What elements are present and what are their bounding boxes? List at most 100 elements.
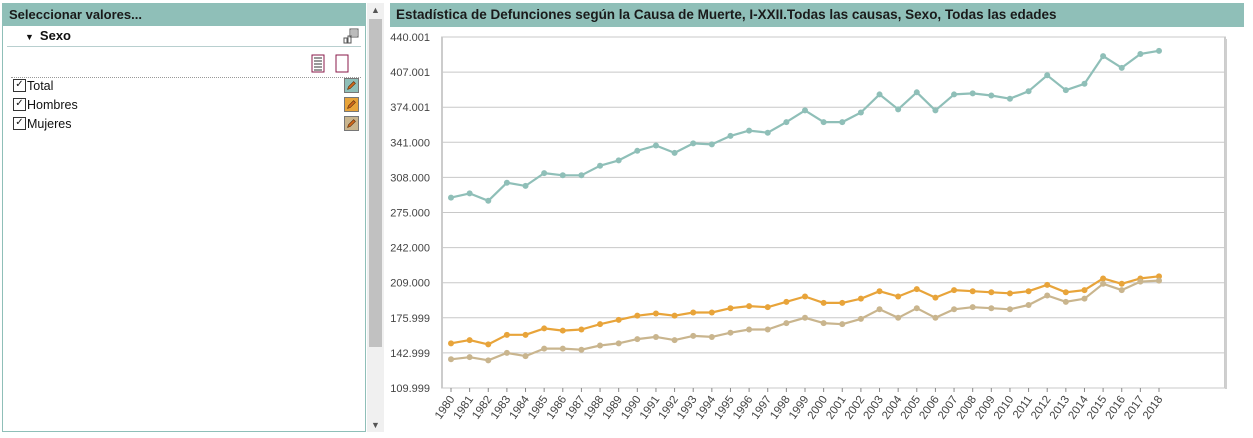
- data-point-hombres: [541, 325, 548, 332]
- data-point-hombres: [652, 310, 659, 317]
- data-point-mujeres: [895, 314, 902, 321]
- select-all-icon[interactable]: [311, 54, 325, 73]
- data-point-mujeres: [634, 336, 641, 343]
- collapse-triangle-icon[interactable]: ▼: [25, 32, 34, 42]
- data-point-hombres: [839, 299, 846, 306]
- tool-icons: [311, 53, 351, 75]
- data-point-total: [690, 140, 697, 147]
- list-item[interactable]: ✓ Mujeres: [13, 115, 359, 134]
- pencil-icon[interactable]: [344, 116, 359, 131]
- dimension-title[interactable]: ▼ Sexo: [25, 28, 71, 43]
- data-point-mujeres: [615, 340, 622, 347]
- checkbox-total[interactable]: ✓: [13, 79, 26, 92]
- data-point-total: [746, 127, 753, 134]
- data-point-mujeres: [466, 354, 473, 361]
- data-point-hombres: [820, 299, 827, 306]
- data-point-total: [597, 162, 604, 169]
- data-point-total: [839, 119, 846, 126]
- data-point-mujeres: [820, 320, 827, 327]
- data-point-hombres: [727, 305, 734, 312]
- dimension-row[interactable]: ▼ Sexo: [7, 26, 361, 47]
- scroll-down-icon[interactable]: ▼: [371, 420, 380, 430]
- pencil-icon[interactable]: [344, 78, 359, 93]
- data-point-mujeres: [652, 333, 659, 340]
- y-tick-label: 109.999: [390, 383, 430, 395]
- list-item[interactable]: ✓ Hombres: [13, 96, 359, 115]
- data-point-total: [988, 92, 995, 99]
- data-point-hombres: [671, 312, 678, 319]
- checkbox-hombres[interactable]: ✓: [13, 98, 26, 111]
- data-point-mujeres: [764, 326, 771, 333]
- data-point-hombres: [1062, 289, 1069, 296]
- data-point-mujeres: [857, 315, 864, 322]
- data-point-total: [857, 109, 864, 116]
- data-point-mujeres: [783, 320, 790, 327]
- data-point-hombres: [448, 340, 454, 347]
- data-point-hombres: [466, 337, 473, 344]
- y-tick-label: 209.000: [390, 278, 430, 290]
- data-point-hombres: [895, 293, 902, 300]
- data-point-hombres: [597, 321, 604, 328]
- deselect-all-icon[interactable]: [335, 54, 349, 73]
- data-point-mujeres: [1062, 298, 1069, 305]
- scrollbar[interactable]: ▲ ▼: [367, 3, 384, 432]
- data-point-total: [913, 89, 920, 96]
- data-point-total: [466, 190, 473, 197]
- data-point-total: [503, 179, 510, 186]
- data-point-mujeres: [1137, 278, 1144, 285]
- data-point-mujeres: [1044, 292, 1051, 299]
- data-point-mujeres: [559, 345, 566, 352]
- data-point-mujeres: [913, 305, 920, 312]
- data-point-mujeres: [969, 304, 976, 311]
- data-point-hombres: [746, 303, 753, 310]
- data-point-mujeres: [708, 333, 715, 340]
- data-point-total: [522, 182, 529, 189]
- chart-title: Estadística de Defunciones según la Caus…: [390, 3, 1244, 27]
- data-point-hombres: [913, 286, 920, 293]
- selector-header: Seleccionar valores...: [3, 4, 365, 26]
- data-point-hombres: [1044, 281, 1051, 288]
- checkbox-mujeres[interactable]: ✓: [13, 117, 26, 130]
- data-point-mujeres: [1081, 295, 1088, 302]
- data-point-total: [1118, 64, 1125, 71]
- data-point-total: [1137, 51, 1144, 58]
- data-point-mujeres: [876, 306, 883, 313]
- list-item[interactable]: ✓ Total: [13, 77, 359, 96]
- data-point-total: [485, 197, 492, 204]
- data-point-total: [448, 194, 454, 201]
- data-point-total: [876, 91, 883, 98]
- data-point-hombres: [708, 309, 715, 316]
- data-point-hombres: [1156, 273, 1162, 280]
- data-point-mujeres: [522, 353, 529, 360]
- data-point-hombres: [969, 288, 976, 295]
- data-point-total: [615, 157, 622, 164]
- data-point-mujeres: [671, 337, 678, 344]
- data-point-total: [951, 91, 958, 98]
- pencil-icon[interactable]: [344, 97, 359, 112]
- x-tick-label: 2010: [992, 394, 1017, 422]
- y-tick-label: 440.001: [390, 32, 430, 44]
- data-point-total: [1006, 95, 1013, 102]
- data-point-hombres: [503, 331, 510, 338]
- data-point-hombres: [485, 341, 492, 348]
- data-point-hombres: [1025, 288, 1032, 295]
- data-point-hombres: [559, 327, 566, 334]
- data-point-hombres: [690, 309, 697, 316]
- data-point-total: [1081, 80, 1088, 87]
- data-point-total: [727, 132, 734, 139]
- data-point-mujeres: [597, 342, 604, 349]
- data-point-total: [932, 107, 939, 114]
- data-point-hombres: [783, 298, 790, 305]
- hierarchy-icon[interactable]: [343, 28, 359, 44]
- scroll-thumb[interactable]: [369, 19, 382, 347]
- data-point-total: [671, 149, 678, 156]
- data-point-total: [1156, 47, 1162, 54]
- data-point-mujeres: [746, 326, 753, 333]
- data-point-mujeres: [690, 332, 697, 339]
- data-point-hombres: [1118, 280, 1125, 287]
- data-point-mujeres: [1156, 277, 1162, 284]
- selector-panel: Seleccionar valores... ▼ Sexo ✓ Total: [2, 3, 366, 432]
- scroll-up-icon[interactable]: ▲: [371, 5, 380, 15]
- data-point-hombres: [857, 295, 864, 302]
- data-point-hombres: [1006, 290, 1013, 297]
